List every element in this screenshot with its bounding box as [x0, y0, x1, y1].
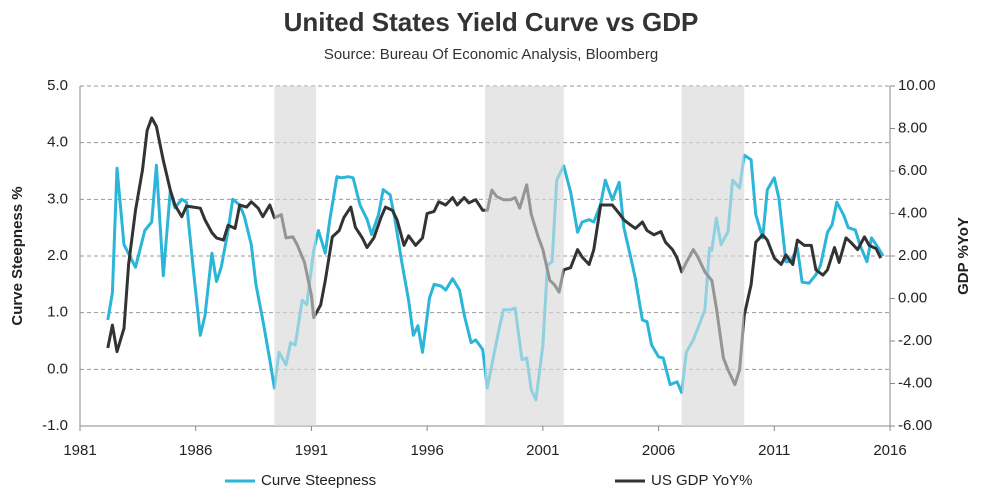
y2-tick-label: 8.00 [898, 119, 927, 136]
legend-label: US GDP YoY% [651, 472, 752, 489]
y-tick-label: 0.0 [47, 360, 68, 377]
x-tick-label: 2006 [642, 442, 675, 459]
y-tick-label: -1.0 [42, 417, 68, 434]
y2-tick-label: 4.00 [898, 204, 927, 221]
x-tick-label: 1996 [410, 442, 443, 459]
y-tick-label: 4.0 [47, 134, 68, 151]
y-tick-label: 1.0 [47, 304, 68, 321]
y2-tick-label: 6.00 [898, 162, 927, 179]
x-tick-label: 2011 [758, 442, 790, 459]
x-tick-label: 1981 [63, 442, 96, 459]
x-tick-label: 2016 [873, 442, 906, 459]
y-tick-label: 2.0 [47, 247, 68, 264]
chart-title: United States Yield Curve vs GDP [284, 7, 699, 37]
y2-tick-label: -6.00 [898, 417, 932, 434]
shade-overlay [681, 86, 745, 426]
y-axis-label: Curve Steepness % [9, 186, 26, 325]
shade-overlay [274, 86, 317, 426]
y2-tick-label: 2.00 [898, 247, 927, 264]
y2-tick-label: -4.00 [898, 374, 932, 391]
legend-label: Curve Steepness [261, 472, 376, 489]
y2-tick-label: -2.00 [898, 332, 932, 349]
y-tick-label: 3.0 [47, 190, 68, 207]
chart-subtitle: Source: Bureau Of Economic Analysis, Blo… [324, 46, 658, 63]
x-tick-label: 1991 [295, 442, 328, 459]
shade-overlay [485, 86, 564, 426]
y2-tick-label: 0.00 [898, 289, 927, 306]
y2-tick-label: 10.00 [898, 77, 936, 94]
y2-axis-label: GDP %YoY [955, 217, 972, 295]
x-tick-label: 1986 [179, 442, 212, 459]
x-tick-label: 2001 [526, 442, 559, 459]
y-tick-label: 5.0 [47, 77, 68, 94]
